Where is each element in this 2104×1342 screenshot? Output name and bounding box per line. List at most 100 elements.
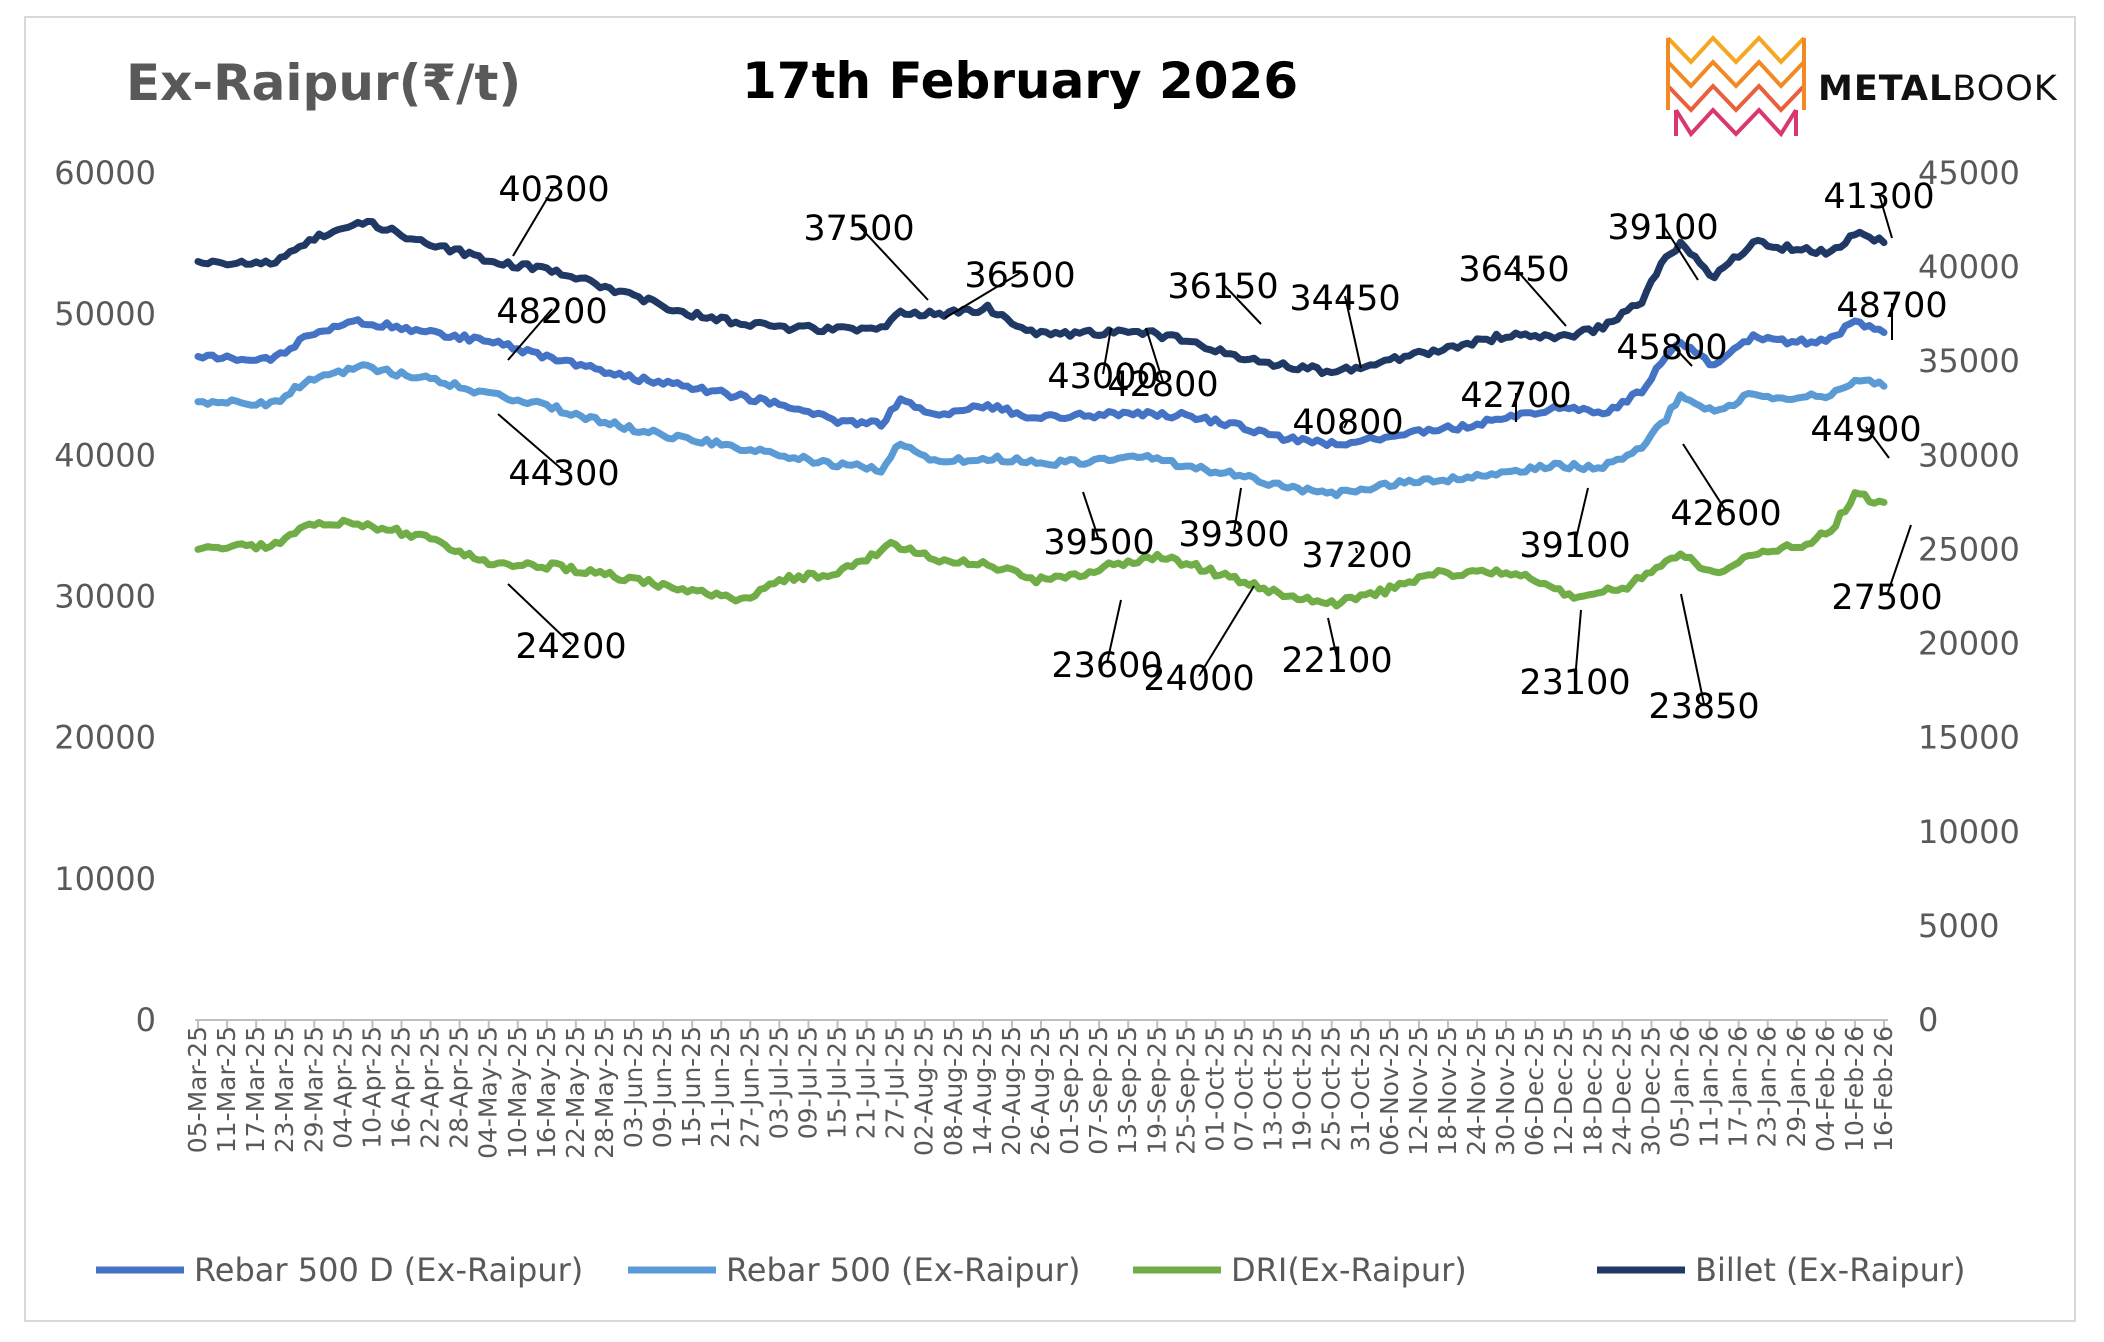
x-tick-label: 28-Apr-25 [445,1026,474,1149]
data-label: 23850 [1648,687,1759,727]
chart-frame: Ex-Raipur(₹/t) 17th February 2026 METALB… [24,16,2076,1322]
legend-label: Rebar 500 (Ex-Raipur) [726,1251,1080,1289]
annotation-leader [507,583,572,645]
annotation-leader [1106,599,1122,664]
left-y-axis: 0 10000 20000 30000 40000 50000 60000 [54,154,156,1039]
logo-mark-icon [1666,35,1806,138]
x-tick-label: 07-Sep-25 [1084,1026,1113,1155]
svg-text:METALBOOK: METALBOOK [1818,69,2058,109]
data-label: 40800 [1292,403,1403,443]
legend-label: DRI(Ex-Raipur) [1231,1251,1467,1289]
x-tick-label: 05-Mar-25 [183,1026,212,1153]
x-tick-label: 12-Dec-25 [1549,1026,1578,1156]
x-tick-label: 29-Mar-25 [299,1026,328,1153]
data-label: 34450 [1289,279,1400,319]
annotation-leader [1878,193,1893,239]
y-right-tick-label: 5000 [1918,907,1999,945]
x-tick-label: 13-Oct-25 [1259,1026,1288,1152]
y-right-tick-label: 35000 [1918,342,2020,380]
data-label: 23100 [1519,663,1630,703]
data-label: 45800 [1616,328,1727,368]
right-y-axis: 0 5000 10000 15000 20000 25000 30000 35000 40000… [1918,154,2020,1039]
series-line [194,316,1888,449]
x-tick-label: 30-Dec-25 [1636,1026,1665,1156]
data-label: 22100 [1281,641,1392,681]
y-right-tick-label: 40000 [1918,248,2020,286]
data-label: 27500 [1831,578,1942,618]
brand-name-bold: METAL [1818,69,1952,109]
x-tick-label: 20-Aug-25 [997,1026,1026,1156]
x-tick-label: 21-Jun-25 [706,1026,735,1148]
annotation-leader [1662,224,1699,281]
x-tick-label: 04-Feb-26 [1811,1026,1840,1152]
x-tick-label: 29-Jan-26 [1782,1026,1811,1148]
annotation-leader [1682,443,1727,512]
data-label: 36150 [1167,267,1278,307]
y-right-tick-label: 20000 [1918,625,2020,663]
data-label: 39100 [1519,526,1630,566]
annotation-leader [1355,547,1358,554]
x-tick-label: 22-Apr-25 [416,1026,445,1149]
annotation-leader [1574,609,1582,681]
data-label: 24000 [1143,659,1254,699]
data-label: 42700 [1460,376,1571,416]
x-tick-label: 01-Oct-25 [1200,1026,1229,1152]
x-tick-label: 04-May-25 [474,1026,503,1159]
x-tick-label: 08-Aug-25 [939,1026,968,1156]
data-label: 40300 [498,170,609,210]
y-tick-label: 10000 [54,860,156,898]
x-tick-label: 11-Mar-25 [212,1026,241,1153]
x-tick-label: 16-Apr-25 [386,1026,415,1149]
annotation-leader [1327,617,1338,659]
annotation-leaders [497,186,1912,705]
legend-label: Billet (Ex-Raipur) [1695,1251,1965,1289]
x-tick-label: 06-Dec-25 [1520,1026,1549,1156]
annotation-leader [1145,327,1164,383]
annotation-leader [944,272,1021,319]
data-label: 37200 [1301,536,1412,576]
data-label: 48700 [1836,286,1947,326]
legend: Rebar 500 D (Ex-Raipur) Rebar 500 (Ex-Rai… [96,1251,1965,1289]
x-tick-label: 27-Jul-25 [881,1026,910,1139]
x-tick-label: 07-Oct-25 [1229,1026,1258,1152]
x-tick-label: 27-Jun-25 [735,1026,764,1148]
data-label: 39100 [1607,208,1718,248]
x-tick-label: 28-May-25 [590,1026,619,1159]
y-tick-label: 20000 [54,719,156,757]
x-tick-label: 16-Feb-26 [1869,1026,1898,1152]
x-tick-label: 14-Aug-25 [968,1026,997,1156]
x-tick-label: 05-Jan-26 [1666,1026,1695,1148]
line-chart: Ex-Raipur(₹/t) 17th February 2026 METALB… [54,35,2058,1289]
annotation-leader [858,225,929,301]
brand-name-light: BOOK [1952,69,2057,109]
data-label: 43000 [1047,357,1158,397]
annotation-leader [1574,487,1589,544]
x-tick-label: 30-Nov-25 [1491,1026,1520,1156]
x-tick-label: 01-Sep-25 [1055,1026,1084,1155]
x-tick-label: 18-Nov-25 [1433,1026,1462,1156]
chart-title: 17th February 2026 [742,52,1298,110]
y-right-tick-label: 15000 [1918,719,2020,757]
x-tick-label: 04-Apr-25 [328,1026,357,1149]
y-tick-label: 30000 [54,578,156,616]
data-label: 41300 [1823,177,1934,217]
x-tick-label: 23-Mar-25 [270,1026,299,1153]
x-tick-label: 09-Jul-25 [793,1026,822,1139]
x-tick-label: 03-Jun-25 [619,1026,648,1148]
annotation-leader [1102,327,1112,375]
y-right-tick-label: 0 [1918,1001,1938,1039]
data-label: 44900 [1810,410,1921,450]
annotation-leader [1513,266,1567,327]
x-tick-label: 03-Jul-25 [764,1026,793,1139]
series-line [194,361,1888,500]
data-label: 37500 [803,209,914,249]
x-tick-label: 21-Jul-25 [852,1026,881,1139]
data-label: 42600 [1670,494,1781,534]
y-tick-label: 40000 [54,436,156,474]
annotation-leader [1198,585,1255,677]
x-tick-label: 17-Mar-25 [241,1026,270,1153]
x-tick-label: 11-Jan-26 [1695,1026,1724,1148]
x-tick-label: 26-Aug-25 [1026,1026,1055,1156]
annotation-leader [1222,283,1262,325]
annotation-leader [1233,487,1242,533]
